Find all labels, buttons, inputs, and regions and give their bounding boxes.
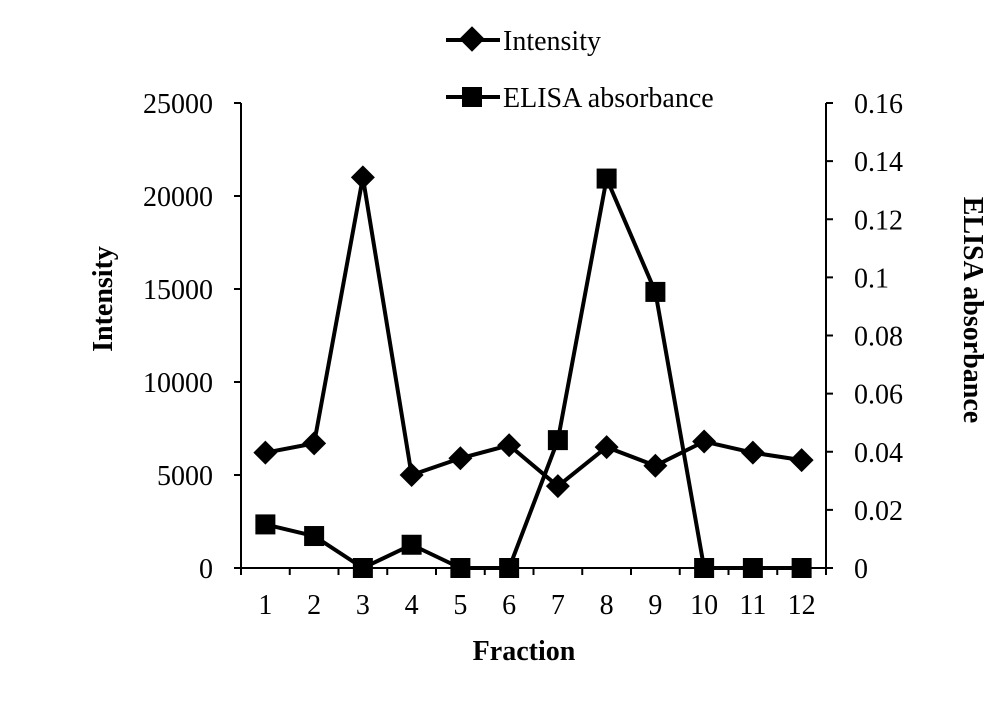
y2-tick-label: 0.04: [854, 438, 903, 469]
y2-tick-label: 0: [854, 554, 868, 585]
x-tick-label: 9: [648, 590, 662, 621]
data-point-square: [401, 534, 422, 555]
data-point-diamond: [740, 440, 765, 465]
data-point-diamond: [497, 433, 522, 458]
y2-tick-label: 0.06: [854, 380, 903, 411]
x-tick-label: 1: [258, 590, 272, 621]
x-axis-title: Fraction: [473, 636, 576, 667]
x-tick-label: 10: [690, 590, 718, 621]
y-axis-title: Intensity: [88, 246, 119, 352]
y-tick-label: 25000: [143, 89, 213, 120]
y2-tick-label: 0.14: [854, 147, 903, 178]
data-point-square: [450, 558, 471, 578]
data-point-square: [255, 514, 276, 535]
data-point-square: [742, 558, 763, 578]
data-point-diamond: [448, 446, 473, 471]
x-tick-label: 12: [788, 590, 816, 621]
series-line: [265, 175, 802, 489]
legend-label-intensity: Intensity: [503, 26, 601, 57]
y2-tick-label: 0.1: [854, 263, 889, 294]
x-tick-label: 4: [405, 590, 419, 621]
y2-axis-title: ELISA absorbance: [957, 197, 988, 423]
legend-marker-square: [462, 87, 482, 107]
series-line: [264, 176, 802, 570]
legend-marker-diamond: [459, 26, 485, 52]
x-tick-label: 5: [453, 590, 467, 621]
data-point-square: [694, 558, 715, 578]
data-point-square: [304, 526, 325, 547]
data-point-square: [645, 281, 666, 302]
y2-tick-label: 0.16: [854, 89, 903, 120]
data-point-square: [499, 558, 520, 578]
data-point-square: [596, 168, 617, 189]
x-tick-label: 7: [551, 590, 565, 621]
data-point-diamond: [789, 448, 814, 473]
legend-item-elisa: ELISA absorbance: [446, 83, 714, 114]
y-tick-label: 5000: [157, 461, 213, 492]
data-point-diamond: [302, 431, 327, 456]
x-tick-label: 6: [502, 590, 516, 621]
legend-label-elisa: ELISA absorbance: [503, 83, 714, 114]
data-point-diamond: [350, 165, 375, 190]
series-elisa: [255, 168, 812, 578]
legend-item-intensity: Intensity: [446, 26, 601, 57]
y-tick-label: 0: [199, 554, 213, 585]
data-point-square: [791, 558, 812, 578]
legend: Intensity ELISA absorbance: [446, 26, 714, 114]
y-tick-label: 20000: [143, 182, 213, 213]
data-point-diamond: [594, 435, 619, 460]
series-intensity: [253, 165, 814, 499]
y-tick-label: 15000: [143, 275, 213, 306]
y-tick-label: 10000: [143, 368, 213, 399]
data-point-diamond: [545, 474, 570, 499]
tick-labels: 0 5000 10000 15000 20000 25000 0 0.02 0.04 0.06 0.…: [143, 89, 903, 621]
data-point-diamond: [692, 429, 717, 454]
y2-tick-label: 0.08: [854, 322, 903, 353]
x-tick-label: 3: [356, 590, 370, 621]
data-point-square: [547, 430, 568, 451]
y2-tick-label: 0.02: [854, 496, 903, 527]
data-point-diamond: [399, 463, 424, 487]
axes: [234, 102, 833, 575]
x-tick-label: 2: [307, 590, 321, 621]
x-tick-label: 8: [600, 590, 614, 621]
data-point-diamond: [643, 453, 668, 478]
data-point-square: [352, 558, 373, 578]
x-tick-label: 11: [739, 590, 766, 621]
data-point-diamond: [253, 440, 278, 465]
y2-tick-label: 0.12: [854, 205, 903, 236]
series: [253, 165, 814, 578]
